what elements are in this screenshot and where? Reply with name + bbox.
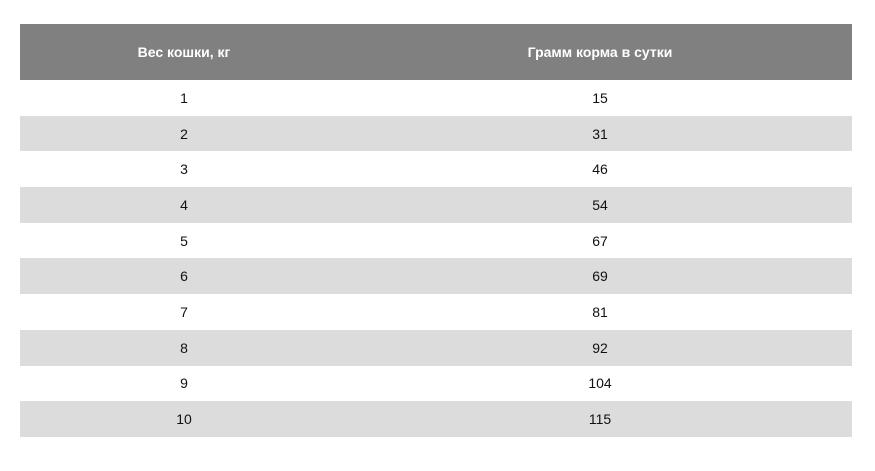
table-row: 8 92 bbox=[20, 329, 852, 366]
table-body: 1 15 2 31 3 46 4 54 5 67 6 69 7 81 8 92 bbox=[20, 80, 852, 437]
cell-weight: 1 bbox=[20, 80, 348, 116]
cell-grams: 69 bbox=[348, 258, 852, 295]
table-row: 7 81 bbox=[20, 294, 852, 330]
cell-grams: 46 bbox=[348, 151, 852, 188]
header-row: Вес кошки, кг Грамм корма в сутки bbox=[20, 24, 852, 80]
header-food-grams: Грамм корма в сутки bbox=[348, 24, 852, 80]
table-row: 2 31 bbox=[20, 115, 852, 152]
cell-weight: 7 bbox=[20, 294, 348, 330]
cell-weight: 2 bbox=[20, 115, 348, 152]
cell-weight: 3 bbox=[20, 151, 348, 188]
cell-grams: 54 bbox=[348, 187, 852, 223]
table-row: 1 15 bbox=[20, 80, 852, 116]
table-header: Вес кошки, кг Грамм корма в сутки bbox=[20, 24, 852, 80]
table-row: 5 67 bbox=[20, 222, 852, 259]
cell-weight: 5 bbox=[20, 222, 348, 259]
cell-grams: 81 bbox=[348, 294, 852, 330]
cell-grams: 104 bbox=[348, 365, 852, 402]
table-row: 4 54 bbox=[20, 187, 852, 223]
cell-grams: 67 bbox=[348, 222, 852, 259]
cell-weight: 6 bbox=[20, 258, 348, 295]
table-row: 9 104 bbox=[20, 365, 852, 402]
cell-weight: 10 bbox=[20, 401, 348, 437]
cell-grams: 115 bbox=[348, 401, 852, 437]
cell-grams: 15 bbox=[348, 80, 852, 116]
cell-grams: 31 bbox=[348, 115, 852, 152]
header-cat-weight: Вес кошки, кг bbox=[20, 24, 348, 80]
cell-weight: 4 bbox=[20, 187, 348, 223]
table-row: 3 46 bbox=[20, 151, 852, 188]
feeding-table: Вес кошки, кг Грамм корма в сутки 1 15 2… bbox=[20, 24, 852, 437]
cell-weight: 9 bbox=[20, 365, 348, 402]
table-row: 6 69 bbox=[20, 258, 852, 295]
cell-weight: 8 bbox=[20, 329, 348, 366]
table-row: 10 115 bbox=[20, 401, 852, 437]
cell-grams: 92 bbox=[348, 329, 852, 366]
